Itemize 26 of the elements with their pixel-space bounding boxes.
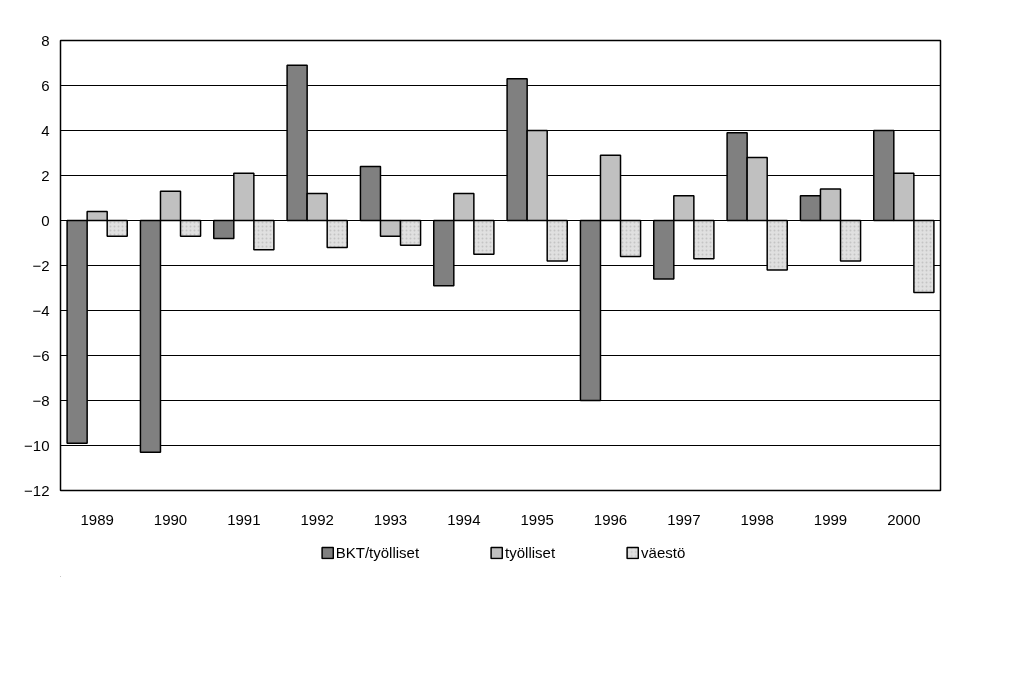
y-tick-label: 0 xyxy=(41,211,50,229)
y-tick-label: −12 xyxy=(24,481,50,499)
legend-label: väestö xyxy=(641,543,686,561)
x-tick-label: 1999 xyxy=(813,510,848,528)
y-tick-label: 2 xyxy=(41,166,50,184)
x-tick-label: 1989 xyxy=(80,510,114,528)
x-tick-label: 1996 xyxy=(593,510,628,528)
y-tick-label: 6 xyxy=(41,76,50,94)
x-tick-label: 2000 xyxy=(887,510,921,528)
x-tick-label: 1998 xyxy=(740,510,774,528)
y-tick-label: −4 xyxy=(32,301,50,319)
x-tick-label: 1991 xyxy=(227,510,261,528)
x-tick-label: 1993 xyxy=(373,510,408,528)
y-tick-label: −2 xyxy=(32,256,50,274)
x-tick-label: 1990 xyxy=(153,510,188,528)
y-tick-label: 8 xyxy=(41,31,50,49)
x-tick-label: 1995 xyxy=(520,510,554,528)
legend-label: BKT/työlliset xyxy=(335,543,420,561)
x-tick-label: 1997 xyxy=(667,510,701,528)
x-tick-label: 1994 xyxy=(447,510,481,528)
y-tick-label: 4 xyxy=(41,121,50,139)
y-tick-label: −10 xyxy=(24,436,50,454)
x-tick-label: 1992 xyxy=(300,510,334,528)
legend-label: työlliset xyxy=(505,543,556,561)
y-tick-label: −8 xyxy=(32,391,50,409)
y-tick-label: −6 xyxy=(32,346,50,364)
